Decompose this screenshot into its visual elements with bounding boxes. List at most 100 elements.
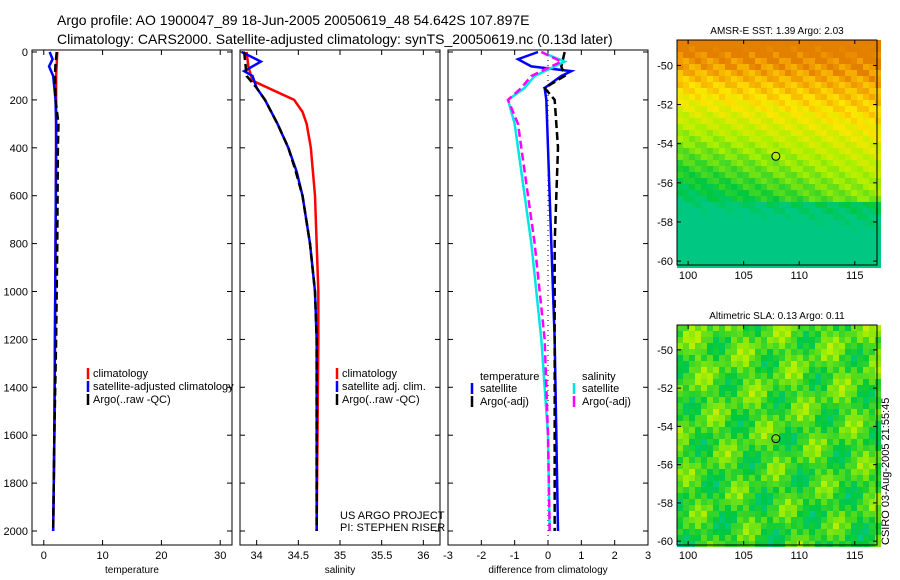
map-cell — [869, 52, 875, 58]
map-cell — [797, 94, 803, 100]
map-cell — [869, 64, 875, 70]
map-cell — [695, 445, 701, 451]
map-cell — [761, 403, 767, 409]
map-cell — [743, 427, 749, 433]
map-cell — [707, 214, 713, 220]
map-cell — [809, 325, 815, 331]
map-cell — [689, 142, 695, 148]
map-cell — [785, 439, 791, 445]
map-cell — [755, 511, 761, 517]
map-cell — [833, 421, 839, 427]
map-cell — [797, 154, 803, 160]
map-cell — [779, 385, 785, 391]
map-cell — [683, 244, 689, 250]
map-cell — [755, 457, 761, 463]
map-cell — [749, 475, 755, 481]
map-cell — [815, 349, 821, 355]
map-cell — [761, 331, 767, 337]
map-cell — [809, 100, 815, 106]
map-cell — [851, 469, 857, 475]
map-cell — [737, 214, 743, 220]
map-cell — [779, 469, 785, 475]
map-cell — [821, 232, 827, 238]
map-cell — [677, 160, 683, 166]
map-cell — [797, 106, 803, 112]
map-cell — [827, 154, 833, 160]
map-cell — [683, 130, 689, 136]
map-cell — [677, 337, 683, 343]
map-cell — [809, 445, 815, 451]
map-cell — [839, 331, 845, 337]
x-axis-label: difference from climatology — [488, 565, 607, 576]
map-cell — [779, 361, 785, 367]
map-cell — [857, 190, 863, 196]
map-cell — [749, 190, 755, 196]
map-cell — [785, 325, 791, 331]
map-cell — [761, 385, 767, 391]
map-cell — [707, 184, 713, 190]
map-cell — [725, 184, 731, 190]
map-cell — [701, 343, 707, 349]
map-cell — [731, 457, 737, 463]
map-cell — [863, 367, 869, 373]
map-cell — [779, 439, 785, 445]
map-cell — [749, 130, 755, 136]
map-cell — [791, 124, 797, 130]
map-cell — [797, 439, 803, 445]
map-cell — [737, 238, 743, 244]
map-cell — [821, 529, 827, 535]
map-cell — [809, 214, 815, 220]
map-cell — [803, 124, 809, 130]
map-cell — [713, 457, 719, 463]
map-cell — [869, 196, 875, 202]
map-cell — [719, 250, 725, 256]
map-cell — [749, 106, 755, 112]
map-cell — [719, 445, 725, 451]
map-cell — [701, 160, 707, 166]
map-cell — [677, 523, 683, 529]
map-cell — [701, 100, 707, 106]
map-cell — [755, 451, 761, 457]
map-cell — [719, 58, 725, 64]
map-cell — [839, 142, 845, 148]
map-cell — [725, 118, 731, 124]
map-cell — [815, 100, 821, 106]
map-cell — [731, 238, 737, 244]
map-cell — [767, 64, 773, 70]
map-cell — [755, 529, 761, 535]
map-cell — [851, 172, 857, 178]
map-cell — [851, 409, 857, 415]
map-cell — [743, 82, 749, 88]
map-cell — [785, 331, 791, 337]
map-cell — [785, 517, 791, 523]
map-cell — [719, 529, 725, 535]
map-cell — [875, 166, 881, 172]
map-cell — [725, 403, 731, 409]
map-cell — [857, 244, 863, 250]
map-cell — [701, 58, 707, 64]
map-cell — [695, 541, 701, 547]
map-cell — [767, 202, 773, 208]
map-cell — [845, 208, 851, 214]
map-cell — [683, 136, 689, 142]
map-cell — [857, 94, 863, 100]
map-cell — [821, 52, 827, 58]
map-cell — [701, 76, 707, 82]
map-cell — [755, 40, 761, 46]
map-cell — [827, 379, 833, 385]
map-cell — [743, 487, 749, 493]
map-cell — [833, 379, 839, 385]
map-cell — [875, 427, 881, 433]
map-cell — [743, 232, 749, 238]
map-cell — [761, 415, 767, 421]
map-cell — [767, 214, 773, 220]
map-cell — [785, 541, 791, 547]
map-cell — [731, 244, 737, 250]
map-cell — [779, 184, 785, 190]
map-cell — [797, 232, 803, 238]
map-cell — [857, 82, 863, 88]
map-cell — [791, 100, 797, 106]
map-cell — [851, 46, 857, 52]
map-cell — [827, 415, 833, 421]
map-cell — [779, 523, 785, 529]
